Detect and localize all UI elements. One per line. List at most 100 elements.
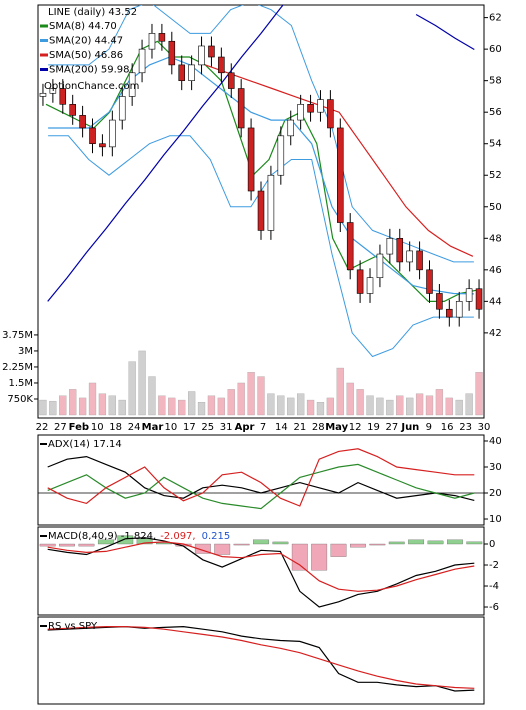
histogram-bar — [39, 543, 56, 547]
y-tick-label: 50 — [489, 202, 502, 213]
candle-body — [109, 119, 116, 148]
volume-bar — [336, 367, 344, 416]
volume-tick-label: 2.25M — [2, 362, 33, 373]
volume-bar — [396, 395, 404, 416]
candle-body — [307, 104, 314, 113]
volume-bar — [158, 395, 166, 416]
legend-label: SMA(200) 59.98 — [49, 65, 130, 76]
candle-body — [158, 33, 166, 42]
candle-body — [99, 143, 106, 148]
candle-body — [436, 293, 443, 310]
histogram-bar — [350, 543, 366, 548]
plot-area — [39, 5, 483, 416]
volume-bar — [376, 397, 384, 416]
x-tick-label: 22 — [36, 422, 49, 433]
y-tick-label: 42 — [489, 328, 502, 339]
histogram-bar — [194, 543, 211, 554]
x-tick-label: 24 — [128, 422, 141, 433]
candle-body — [128, 72, 136, 97]
plot-area — [47, 625, 475, 692]
candle-body — [406, 250, 413, 263]
y-tick-label: 60 — [489, 44, 502, 55]
candle-body — [257, 190, 265, 231]
volume-bar — [207, 395, 216, 416]
candle-body — [297, 104, 304, 121]
series-line — [205, 64, 474, 257]
histogram-bar — [214, 543, 231, 555]
x-tick-label: 12 — [349, 422, 362, 433]
histogram-bar — [447, 539, 463, 545]
x-tick-label: 14 — [275, 422, 288, 433]
x-tick-label: 9 — [426, 422, 432, 433]
candle-body — [79, 115, 86, 129]
candle-body — [416, 250, 423, 271]
histogram-bar — [156, 542, 172, 545]
candle-body — [59, 88, 67, 105]
candle-body — [69, 104, 76, 116]
candle-body — [247, 127, 255, 192]
x-tick-label: May — [325, 422, 348, 433]
series-line — [45, 40, 477, 302]
series-line — [47, 626, 475, 689]
histogram-bar — [330, 543, 347, 557]
chart-title: LINE (daily) 43.52 — [48, 7, 137, 18]
volume-bar — [366, 395, 374, 416]
candle-body — [39, 92, 47, 97]
x-tick-label: 30 — [478, 422, 491, 433]
volume-bar — [69, 389, 77, 416]
y-tick-label: 30 — [489, 462, 502, 473]
volume-bar — [326, 397, 334, 416]
volume-bar — [197, 402, 206, 416]
y-tick-label: 44 — [489, 296, 502, 307]
candle-body — [237, 88, 245, 129]
candle-body — [327, 99, 334, 129]
series-line — [47, 541, 475, 592]
histogram-bar — [59, 543, 75, 547]
title-text: RS vs SPY — [48, 621, 98, 632]
x-tick-label: 16 — [441, 422, 454, 433]
volume-bar — [406, 397, 414, 416]
series-line — [47, 455, 475, 501]
candle-body — [287, 119, 295, 137]
histogram-bar — [466, 541, 483, 545]
candle-body — [168, 40, 176, 66]
x-tick-label: 19 — [367, 422, 380, 433]
series-line — [47, 5, 475, 302]
y-tick-label: 56 — [489, 107, 502, 118]
volume-bar — [257, 376, 265, 416]
volume-bar — [98, 393, 107, 416]
plot-area — [38, 448, 484, 510]
panel-title: RS vs SPY — [48, 621, 98, 632]
volume-tick-label: 3.75M — [2, 330, 33, 341]
volume-bar — [316, 402, 325, 416]
candle-body — [188, 64, 195, 81]
volume-bar — [415, 393, 424, 416]
candle-body — [138, 48, 146, 74]
y-tick-label: 20 — [489, 488, 502, 499]
volume-bar — [217, 397, 225, 416]
legend-label: SMA(8) 44.70 — [49, 21, 117, 32]
volume-bar — [306, 399, 315, 416]
histogram-bar — [136, 538, 153, 545]
candle-body — [227, 72, 235, 89]
candle-body — [208, 45, 215, 58]
volume-bar — [178, 399, 186, 416]
histogram-bar — [233, 543, 250, 546]
title-text: ADX(14) 17.14 — [48, 439, 122, 450]
watermark: OptionChance.com — [44, 81, 139, 92]
candle-body — [178, 64, 185, 81]
histogram-bar — [272, 541, 289, 545]
candle-body — [277, 135, 285, 176]
series-line — [47, 448, 475, 507]
volume-bar — [78, 397, 87, 416]
histogram-bar — [97, 539, 114, 545]
candle-body — [396, 237, 404, 263]
y-tick-label: 52 — [489, 170, 502, 181]
x-tick-label: 27 — [386, 422, 399, 433]
volume-bar — [287, 397, 295, 416]
x-tick-label: 17 — [183, 422, 196, 433]
volume-bar — [445, 397, 453, 416]
volume-bar — [108, 395, 116, 416]
volume-bar — [118, 399, 126, 416]
candle-body — [455, 301, 463, 318]
